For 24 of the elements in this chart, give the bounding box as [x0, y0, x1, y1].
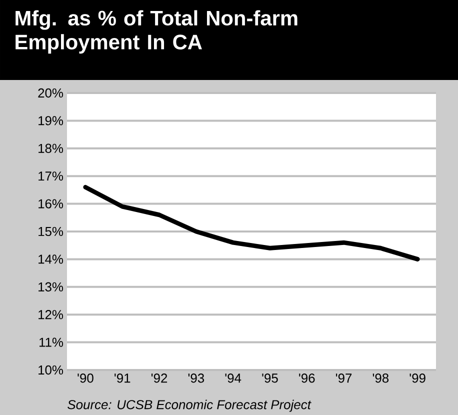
x-tick-label: '91 — [114, 374, 130, 383]
x-tick-label: '94 — [225, 374, 242, 383]
x-tick-label: '98 — [372, 374, 389, 383]
x-tick-label: '99 — [410, 374, 426, 383]
y-tick-label: 16% — [38, 199, 64, 208]
x-tick-label: '95 — [262, 374, 278, 383]
y-tick-label: 20% — [38, 88, 64, 98]
x-tick-label: '96 — [299, 374, 315, 383]
y-tick-label: 18% — [38, 144, 64, 153]
y-tick-label: 15% — [38, 226, 64, 236]
x-tick-label: '92 — [151, 374, 168, 383]
y-tick-label: 11% — [40, 338, 64, 347]
line-series — [83, 184, 420, 262]
source-note: Source: UCSB Economic Forecast Project — [68, 400, 312, 412]
y-tick-label: 14% — [38, 254, 64, 264]
y-tick-label: 12% — [38, 310, 64, 320]
y-tick-label: 17% — [38, 172, 64, 181]
y-tick-label: 10% — [38, 365, 64, 375]
y-tick-label: 19% — [38, 116, 64, 126]
y-tick-label: 13% — [38, 282, 64, 292]
x-tick-label: '97 — [336, 374, 352, 383]
x-tick-label: '93 — [188, 374, 204, 383]
chart-title: Mfg. as % of Total Non-farm Employment In CA — [16, 10, 298, 54]
x-tick-label: '90 — [78, 374, 94, 383]
